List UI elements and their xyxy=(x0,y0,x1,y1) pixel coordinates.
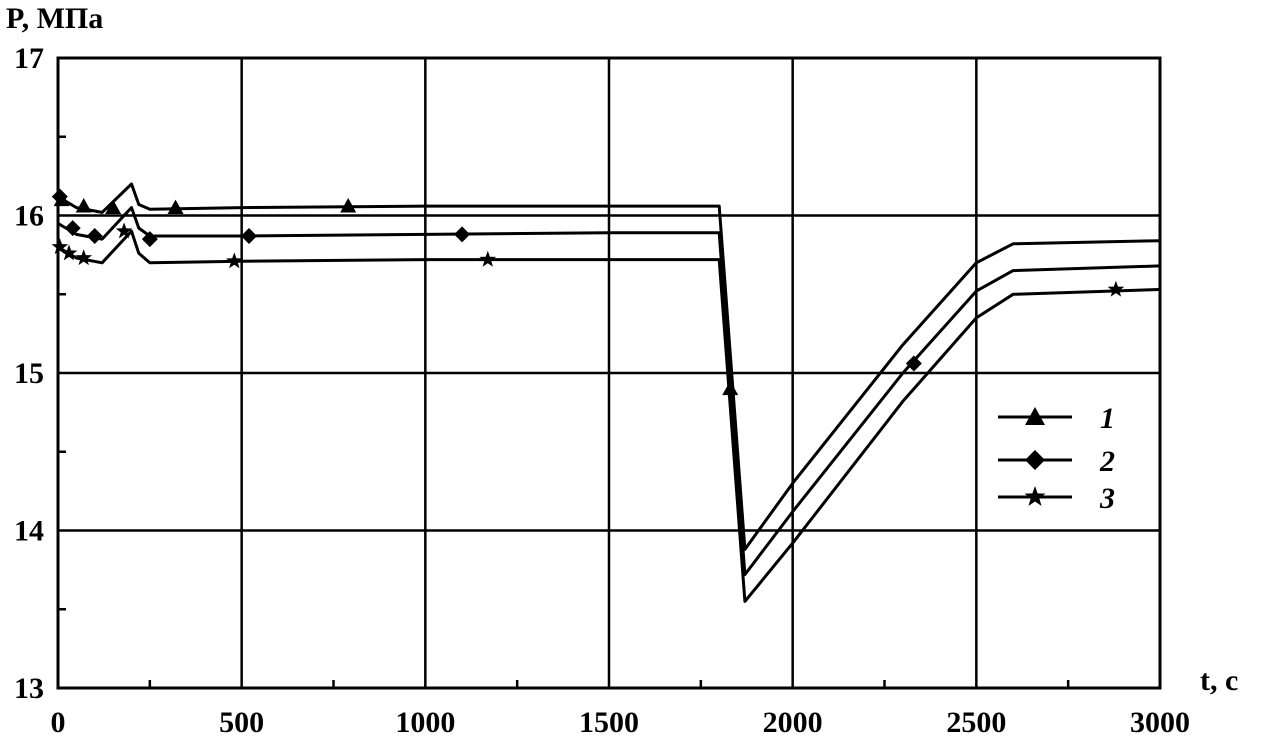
star-marker xyxy=(226,252,243,269)
diamond-marker xyxy=(454,226,471,243)
legend-label: 2 xyxy=(1099,445,1115,478)
legend-item-2: 2 xyxy=(998,445,1115,478)
y-tick-label: 15 xyxy=(14,357,44,390)
star-marker xyxy=(60,244,78,261)
legend-label: 3 xyxy=(1099,482,1115,515)
star-marker xyxy=(75,249,93,266)
x-tick-label: 3000 xyxy=(1130,706,1190,739)
triangle-marker xyxy=(1025,407,1045,425)
diamond-marker xyxy=(51,188,68,205)
diamond-marker xyxy=(64,220,81,237)
series-1-line xyxy=(57,182,1161,551)
star-marker xyxy=(115,222,133,239)
y-tick-label: 14 xyxy=(14,515,44,548)
legend: 1 2 3 xyxy=(998,402,1115,515)
diamond-marker xyxy=(86,227,103,244)
diamond-marker xyxy=(1025,450,1045,470)
triangle-marker xyxy=(340,198,357,213)
triangle-marker xyxy=(75,198,92,213)
triangle-marker xyxy=(105,199,122,215)
series-layer xyxy=(51,182,1161,603)
diamond-marker xyxy=(141,231,158,248)
star-marker xyxy=(479,250,497,267)
legend-item-3: 3 xyxy=(998,482,1115,515)
diamond-marker xyxy=(241,227,258,244)
x-tick-label: 2000 xyxy=(763,706,823,739)
series-3 xyxy=(51,222,1161,603)
star-marker xyxy=(51,238,69,255)
series-1 xyxy=(53,182,1161,551)
y-tick-label: 16 xyxy=(14,200,44,233)
series-3-line xyxy=(57,229,1161,603)
star-marker xyxy=(1024,486,1046,506)
x-tick-label: 1000 xyxy=(395,706,455,739)
y-tick-label: 17 xyxy=(14,42,44,75)
x-tick-label: 1500 xyxy=(579,706,639,739)
legend-item-1: 1 xyxy=(998,402,1115,435)
x-axis-title: t, c xyxy=(1200,664,1238,697)
star-marker xyxy=(1107,280,1125,297)
triangle-marker xyxy=(167,199,184,215)
y-axis-title: P, МПа xyxy=(6,2,103,35)
grid xyxy=(56,56,1162,690)
legend-label: 1 xyxy=(1100,402,1115,435)
diamond-marker xyxy=(905,355,922,372)
x-tick-label: 2500 xyxy=(946,706,1006,739)
series-2-line xyxy=(57,206,1161,577)
x-tick-label: 0 xyxy=(51,706,66,739)
x-tick-label: 500 xyxy=(219,706,264,739)
y-tick-label: 13 xyxy=(14,672,44,705)
series-2 xyxy=(51,188,1161,577)
